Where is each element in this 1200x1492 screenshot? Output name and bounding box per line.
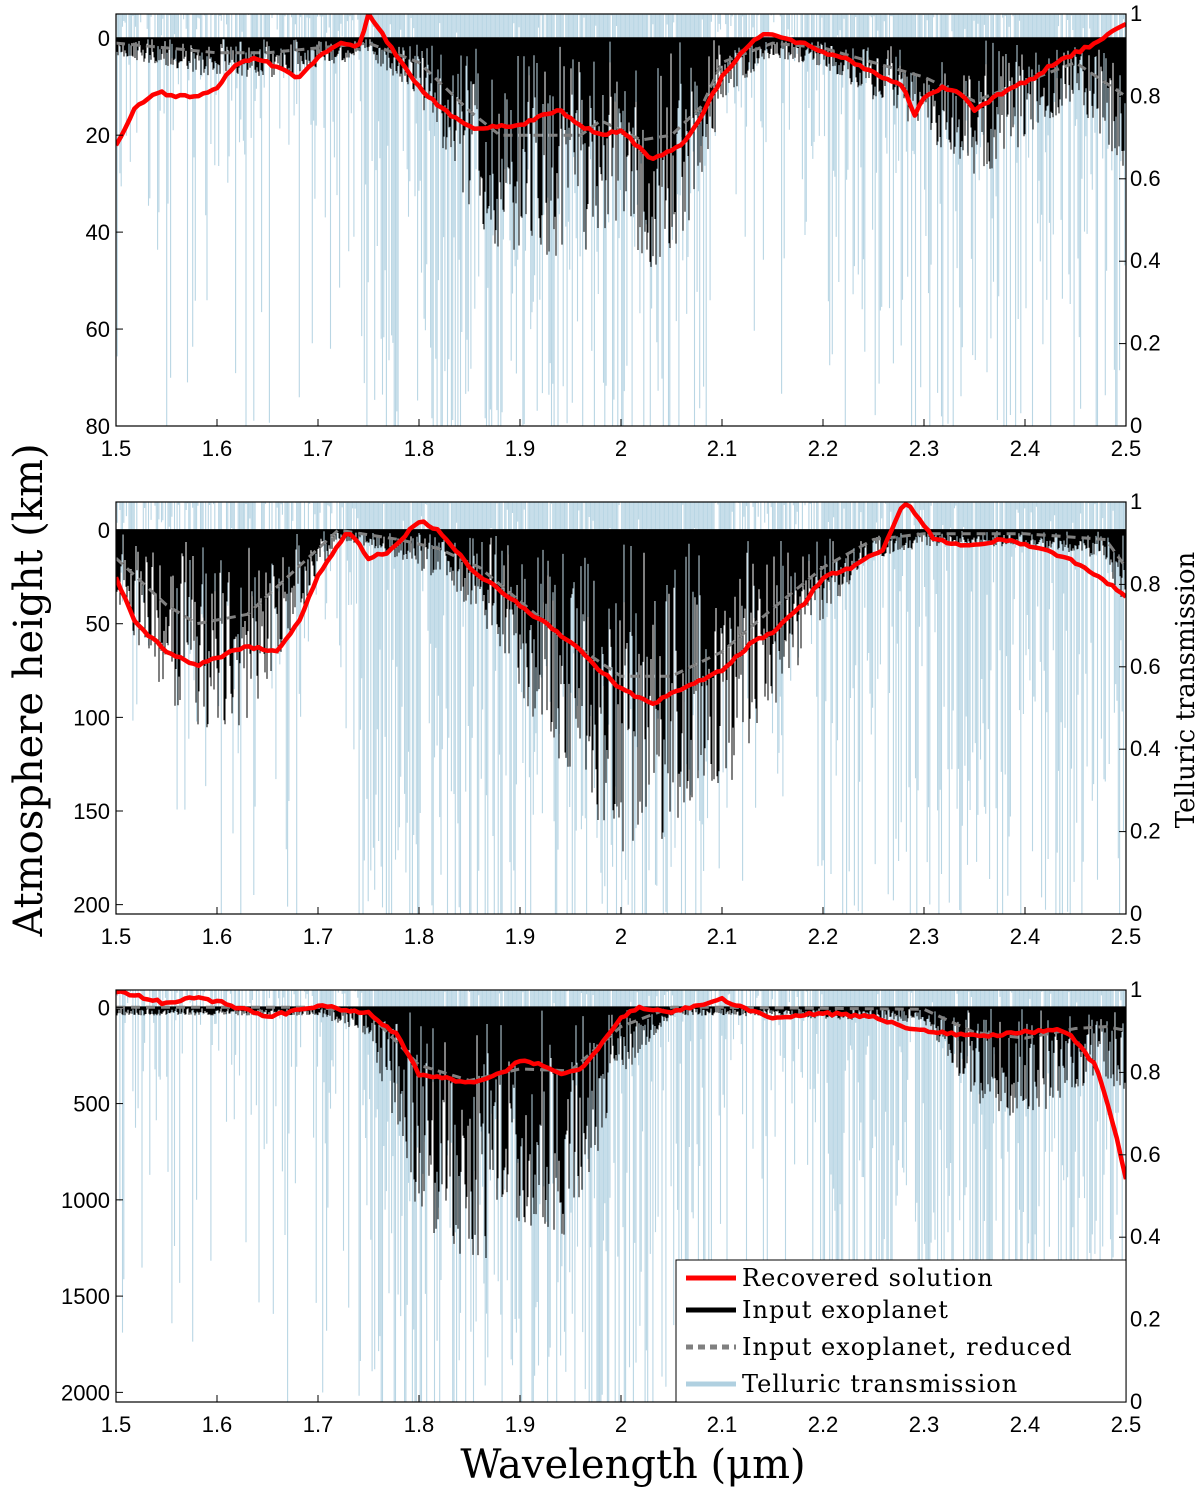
y-tick-label-right: 0.4 [1130, 248, 1161, 273]
x-tick-label: 1.5 [101, 1412, 132, 1437]
x-tick-label: 1.8 [404, 1412, 435, 1437]
series-input-exoplanet [116, 38, 1126, 267]
y-tick-label-right: 1 [1130, 1, 1142, 26]
xlabel: Wavelength (μm) [460, 1442, 805, 1488]
legend-label-reduced: Input exoplanet, reduced [742, 1333, 1073, 1361]
series-input-exoplanet [116, 530, 1126, 852]
x-tick-label: 1.9 [505, 1412, 536, 1437]
ylabel-right: Telluric transmission [1171, 552, 1200, 829]
legend-box [675, 1259, 1127, 1403]
x-tick-label: 1.8 [404, 436, 435, 461]
x-tick-label: 2.5 [1111, 1412, 1142, 1437]
panel-top: 1.5 1.6 1.7 1.8 1.9 2 2.1 2.2 2.3 2.4 2.5020406080… [86, 1, 1161, 461]
series-recovered-solution [116, 502, 1126, 707]
legend-label-recovered: Recovered solution [742, 1264, 994, 1292]
y-tick-label-left: 0 [98, 26, 110, 51]
x-tick-label: 2.3 [909, 1412, 940, 1437]
y-tick-label-left: 2000 [61, 1380, 110, 1405]
y-tick-label-left: 60 [86, 317, 110, 342]
plot-area [116, 14, 1126, 426]
x-tick-label: 1.7 [303, 924, 334, 949]
y-tick-label-left: 150 [73, 799, 110, 824]
x-tick-label: 2.1 [707, 436, 738, 461]
series-recovered-solution [116, 14, 1126, 162]
x-tick-label: 1.7 [303, 436, 334, 461]
series-input-exoplanet [116, 1007, 1126, 1258]
y-tick-label-left: 50 [86, 612, 110, 637]
y-tick-label-right: 1 [1130, 489, 1142, 514]
y-tick-label-left: 1500 [61, 1284, 110, 1309]
x-tick-label: 2.4 [1010, 1412, 1041, 1437]
x-tick-label: 2.1 [707, 924, 738, 949]
y-tick-label-right: 0.8 [1130, 571, 1161, 596]
x-tick-label: 1.5 [101, 436, 132, 461]
y-tick-label-right: 1 [1130, 977, 1142, 1002]
x-tick-label: 1.9 [505, 924, 536, 949]
y-tick-label-right: 0.6 [1130, 166, 1161, 191]
x-tick-label: 2.2 [808, 924, 839, 949]
x-tick-label: 1.6 [202, 436, 233, 461]
x-tick-label: 2 [615, 436, 627, 461]
x-tick-label: 1.6 [202, 1412, 233, 1437]
legend-label-telluric: Telluric transmission [742, 1370, 1018, 1398]
y-tick-label-left: 80 [86, 414, 110, 439]
x-tick-label: 2.4 [1010, 924, 1041, 949]
panel-middle: 1.5 1.6 1.7 1.8 1.9 2 2.1 2.2 2.3 2.4 2.5050100150… [73, 489, 1160, 949]
y-tick-label-right: 0 [1130, 413, 1142, 438]
ylabel-left: Atmosphere height (km) [6, 443, 52, 937]
y-tick-label-right: 0.2 [1130, 1307, 1161, 1332]
y-tick-label-right: 0.4 [1130, 1224, 1161, 1249]
x-tick-label: 1.5 [101, 924, 132, 949]
x-tick-label: 2.2 [808, 1412, 839, 1437]
plot-area [116, 990, 1126, 1402]
x-tick-label: 2 [615, 924, 627, 949]
y-tick-label-left: 1000 [61, 1188, 110, 1213]
y-tick-label-right: 0.6 [1130, 654, 1161, 679]
y-tick-label-right: 0.6 [1130, 1142, 1161, 1167]
x-tick-label: 1.8 [404, 924, 435, 949]
x-tick-label: 2.5 [1111, 924, 1142, 949]
y-tick-label-right: 0.2 [1130, 331, 1161, 356]
x-tick-label: 2.2 [808, 436, 839, 461]
y-tick-label-right: 0.8 [1130, 1059, 1161, 1084]
x-tick-label: 1.7 [303, 1412, 334, 1437]
y-tick-label-right: 0 [1130, 1389, 1142, 1414]
legend-label-input: Input exoplanet [742, 1296, 949, 1324]
y-tick-label-left: 0 [98, 518, 110, 543]
legend: Recovered solution Input exoplanet Input… [675, 1259, 1127, 1403]
x-tick-label: 2.4 [1010, 436, 1041, 461]
series-recovered-solution [116, 990, 1126, 1180]
x-tick-label: 1.9 [505, 436, 536, 461]
plot-area [116, 502, 1126, 914]
x-tick-label: 1.6 [202, 924, 233, 949]
y-tick-label-left: 100 [73, 705, 110, 730]
y-tick-label-right: 0.2 [1130, 819, 1161, 844]
x-tick-label: 2.5 [1111, 436, 1142, 461]
y-tick-label-left: 20 [86, 123, 110, 148]
panel-bottom: 1.5 1.6 1.7 1.8 1.9 2 2.1 2.2 2.3 2.4 2.5050010001… [61, 977, 1161, 1437]
x-tick-label: 2.3 [909, 436, 940, 461]
y-tick-label-right: 0.4 [1130, 736, 1161, 761]
y-tick-label-left: 200 [73, 893, 110, 918]
x-tick-label: 2.3 [909, 924, 940, 949]
x-tick-label: 2 [615, 1412, 627, 1437]
y-tick-label-right: 0.8 [1130, 83, 1161, 108]
y-tick-label-right: 0 [1130, 901, 1142, 926]
x-tick-label: 2.1 [707, 1412, 738, 1437]
y-tick-label-left: 40 [86, 220, 110, 245]
y-tick-label-left: 500 [73, 1092, 110, 1117]
y-tick-label-left: 0 [98, 995, 110, 1020]
